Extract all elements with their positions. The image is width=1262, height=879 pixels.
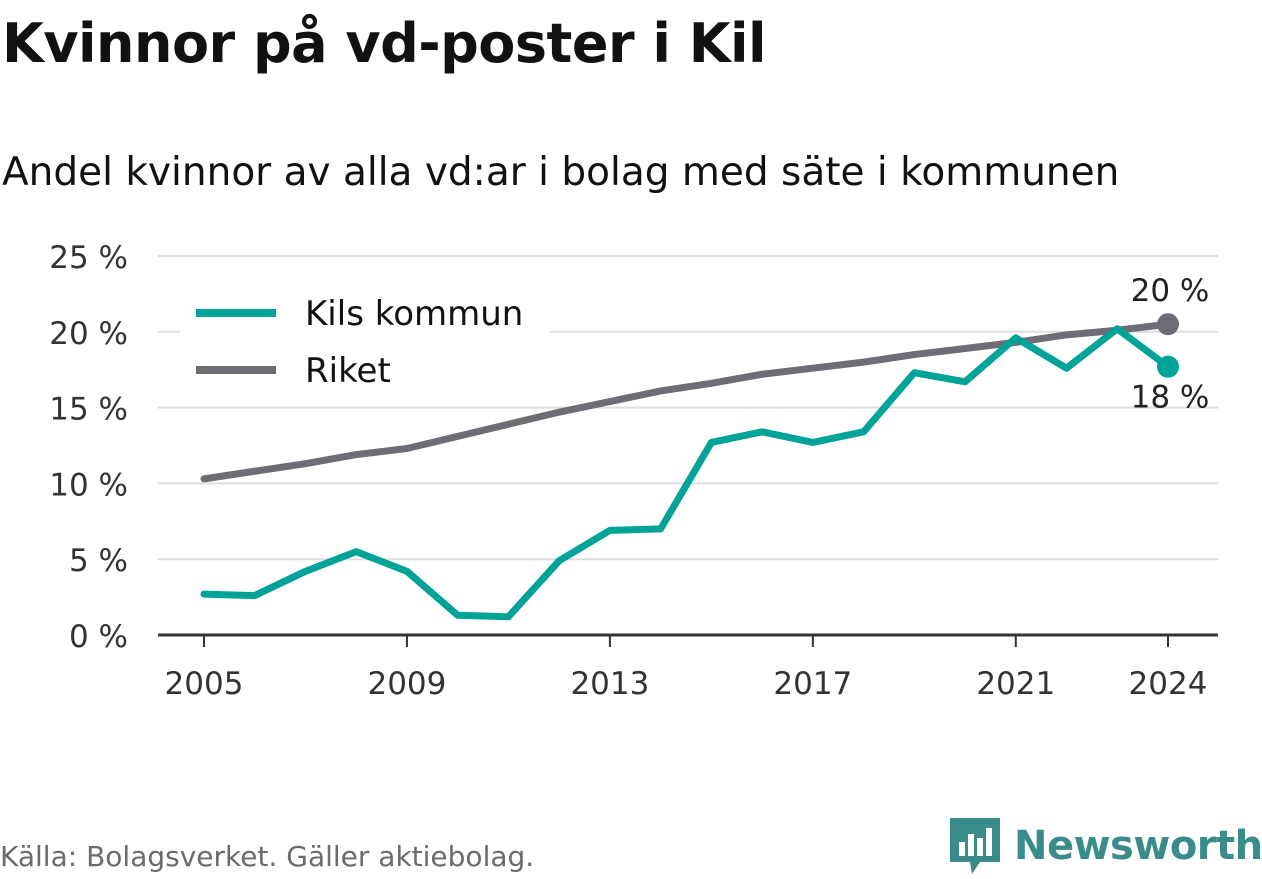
series-end-label: 18 % — [1131, 380, 1210, 416]
legend-label: Riket — [305, 351, 391, 391]
legend-background — [180, 285, 550, 405]
y-tick-label: 5 % — [69, 543, 128, 579]
brand-name: Newsworthy — [1014, 823, 1262, 869]
source-note: Källa: Bolagsverket. Gäller aktiebolag. — [0, 840, 535, 873]
y-axis: 0 % 5 % 10 % 15 % 20 % 25 % — [49, 240, 128, 655]
y-tick-label: 0 % — [69, 619, 128, 655]
x-axis: 2005 2009 2013 2017 2021 2024 — [158, 633, 1218, 702]
series-end-marker — [1157, 355, 1179, 378]
series-end-marker — [1157, 313, 1179, 336]
legend-label: Kils kommun — [305, 294, 523, 334]
chart-subtitle: Andel kvinnor av alla vd:ar i bolag med … — [2, 150, 1120, 195]
series-line — [200, 325, 1172, 621]
brand: Newsworthy — [950, 818, 1262, 874]
x-tick-label: 2017 — [773, 666, 852, 702]
y-tick-label: 20 % — [49, 316, 128, 352]
x-tick-label: 2009 — [367, 666, 446, 702]
y-tick-label: 25 % — [49, 240, 128, 276]
x-tick-label: 2013 — [570, 666, 649, 702]
series-lines: 18 % 20 % — [200, 273, 1210, 621]
x-tick-label: 2005 — [165, 666, 244, 702]
series-end-label: 20 % — [1131, 273, 1210, 309]
bar-chart-logo-icon — [950, 818, 1000, 874]
line-chart: 0 %5 %10 %15 %20 %25 % 2005 2009 2013 2017 2… — [49, 240, 1218, 702]
y-tick-label: 10 % — [49, 467, 128, 503]
x-tick-label: 2024 — [1129, 666, 1208, 702]
chart-title: Kvinnor på vd-poster i Kil — [2, 12, 767, 75]
x-tick-label: 2021 — [976, 666, 1055, 702]
y-tick-label: 15 % — [49, 392, 128, 428]
legend: Kils kommun Riket — [180, 285, 550, 405]
